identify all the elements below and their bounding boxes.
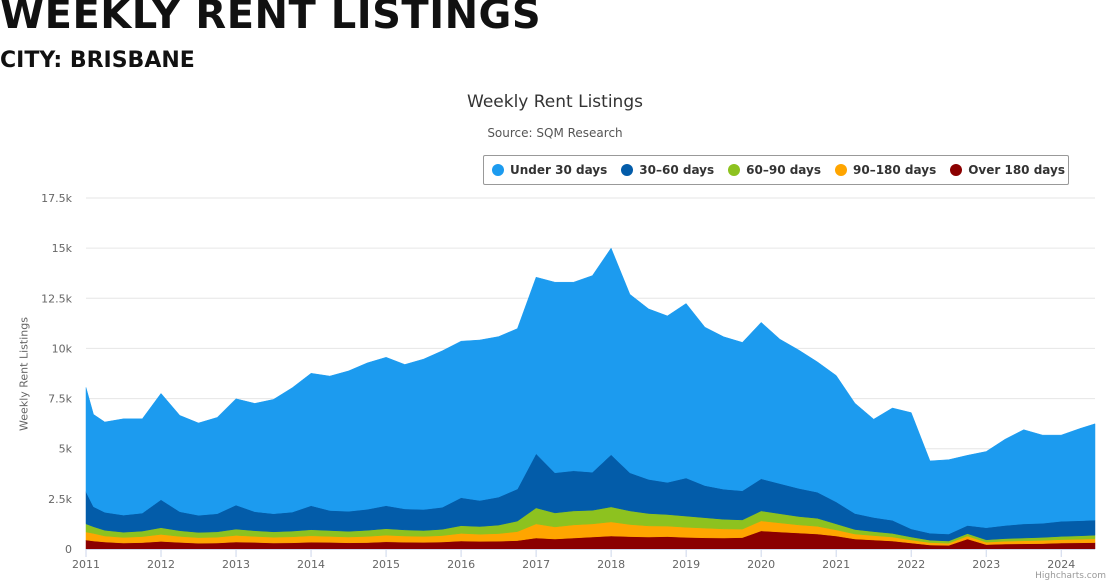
x-tick-label: 2024 <box>1047 558 1075 571</box>
y-tick-label: 2.5k <box>48 493 72 506</box>
x-tick-label: 2019 <box>672 558 700 571</box>
axes: 0 2.5k 5k 7.5k 10k 12.5k 15k 17.5k 2011 2012 2013 2… <box>41 192 1095 571</box>
y-tick-label: 7.5k <box>48 393 72 406</box>
chart-subtitle: Source: SQM Research <box>487 126 623 140</box>
legend-item-under-30[interactable]: Under 30 days <box>492 163 607 177</box>
x-tick-label: 2015 <box>372 558 400 571</box>
legend-item-30-60[interactable]: 30–60 days <box>621 163 714 177</box>
chart-legend: Under 30 days 30–60 days 60–90 days 90–1… <box>483 155 1069 185</box>
x-tick-label: 2021 <box>822 558 850 571</box>
y-tick-label: 5k <box>59 443 73 456</box>
x-tick-label: 2012 <box>147 558 175 571</box>
legend-label: 30–60 days <box>639 163 715 177</box>
legend-marker <box>728 164 741 176</box>
page-subtitle: CITY: BRISBANE <box>0 48 195 73</box>
x-tick-label: 2013 <box>222 558 250 571</box>
legend-marker <box>835 164 847 176</box>
y-tick-label: 17.5k <box>41 192 72 205</box>
credits-link[interactable]: Highcharts.com <box>1035 571 1106 581</box>
x-tick-label: 2014 <box>297 558 325 571</box>
x-tick-label: 2016 <box>447 558 475 571</box>
legend-item-60-90[interactable]: 60–90 days <box>728 163 821 177</box>
legend-marker <box>950 164 963 176</box>
series-area-under-30-days[interactable] <box>85 247 1096 535</box>
legend-label: 60–90 days <box>746 163 821 177</box>
page-title: WEEKLY RENT LISTINGS <box>0 0 542 38</box>
legend-label: Over 180 days <box>968 163 1065 177</box>
legend-item-over-180[interactable]: Over 180 days <box>950 163 1065 177</box>
y-tick-label: 12.5k <box>41 292 72 305</box>
y-tick-label: 10k <box>52 342 73 355</box>
x-tick-label: 2017 <box>522 558 550 571</box>
x-tick-label: 2023 <box>972 558 1000 571</box>
x-tick-label: 2018 <box>597 558 625 571</box>
chart-title: Weekly Rent Listings <box>467 92 643 112</box>
x-tick-label: 2011 <box>72 558 100 571</box>
legend-item-90-180[interactable]: 90–180 days <box>835 163 936 177</box>
x-tick-label: 2020 <box>747 558 775 571</box>
y-tick-label: 15k <box>52 242 73 255</box>
x-tick-label: 2022 <box>897 558 925 571</box>
legend-label: 90–180 days <box>853 163 937 177</box>
legend-marker <box>492 164 504 176</box>
legend-label: Under 30 days <box>510 163 608 177</box>
legend-marker <box>621 164 634 176</box>
series-areas <box>85 247 1096 550</box>
y-tick-label: 0 <box>65 543 72 556</box>
